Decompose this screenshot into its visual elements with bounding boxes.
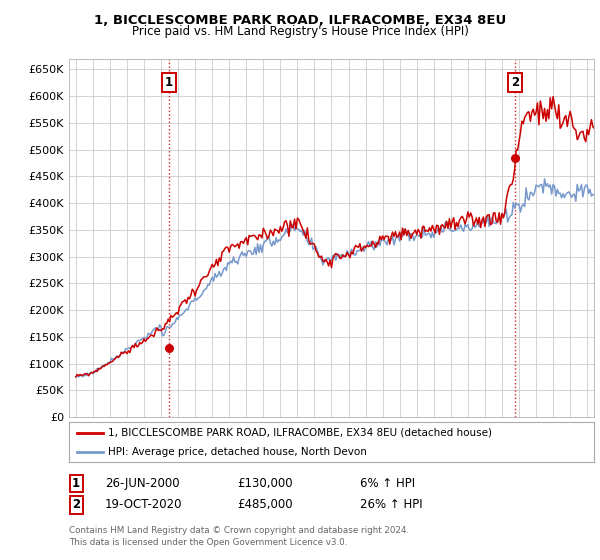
Text: Price paid vs. HM Land Registry's House Price Index (HPI): Price paid vs. HM Land Registry's House … [131, 25, 469, 38]
Text: £485,000: £485,000 [237, 498, 293, 511]
Text: 1: 1 [165, 76, 173, 89]
Text: 26-JUN-2000: 26-JUN-2000 [105, 477, 179, 490]
Text: 26% ↑ HPI: 26% ↑ HPI [360, 498, 422, 511]
Text: HPI: Average price, detached house, North Devon: HPI: Average price, detached house, Nort… [109, 447, 367, 457]
Text: 2: 2 [72, 498, 80, 511]
Text: 1: 1 [72, 477, 80, 490]
Text: This data is licensed under the Open Government Licence v3.0.: This data is licensed under the Open Gov… [69, 538, 347, 547]
Text: Contains HM Land Registry data © Crown copyright and database right 2024.: Contains HM Land Registry data © Crown c… [69, 526, 409, 535]
Text: 1, BICCLESCOMBE PARK ROAD, ILFRACOMBE, EX34 8EU (detached house): 1, BICCLESCOMBE PARK ROAD, ILFRACOMBE, E… [109, 428, 493, 437]
Text: 6% ↑ HPI: 6% ↑ HPI [360, 477, 415, 490]
Text: 19-OCT-2020: 19-OCT-2020 [105, 498, 182, 511]
Text: 1, BICCLESCOMBE PARK ROAD, ILFRACOMBE, EX34 8EU: 1, BICCLESCOMBE PARK ROAD, ILFRACOMBE, E… [94, 14, 506, 27]
Text: £130,000: £130,000 [237, 477, 293, 490]
Text: 2: 2 [511, 76, 520, 89]
